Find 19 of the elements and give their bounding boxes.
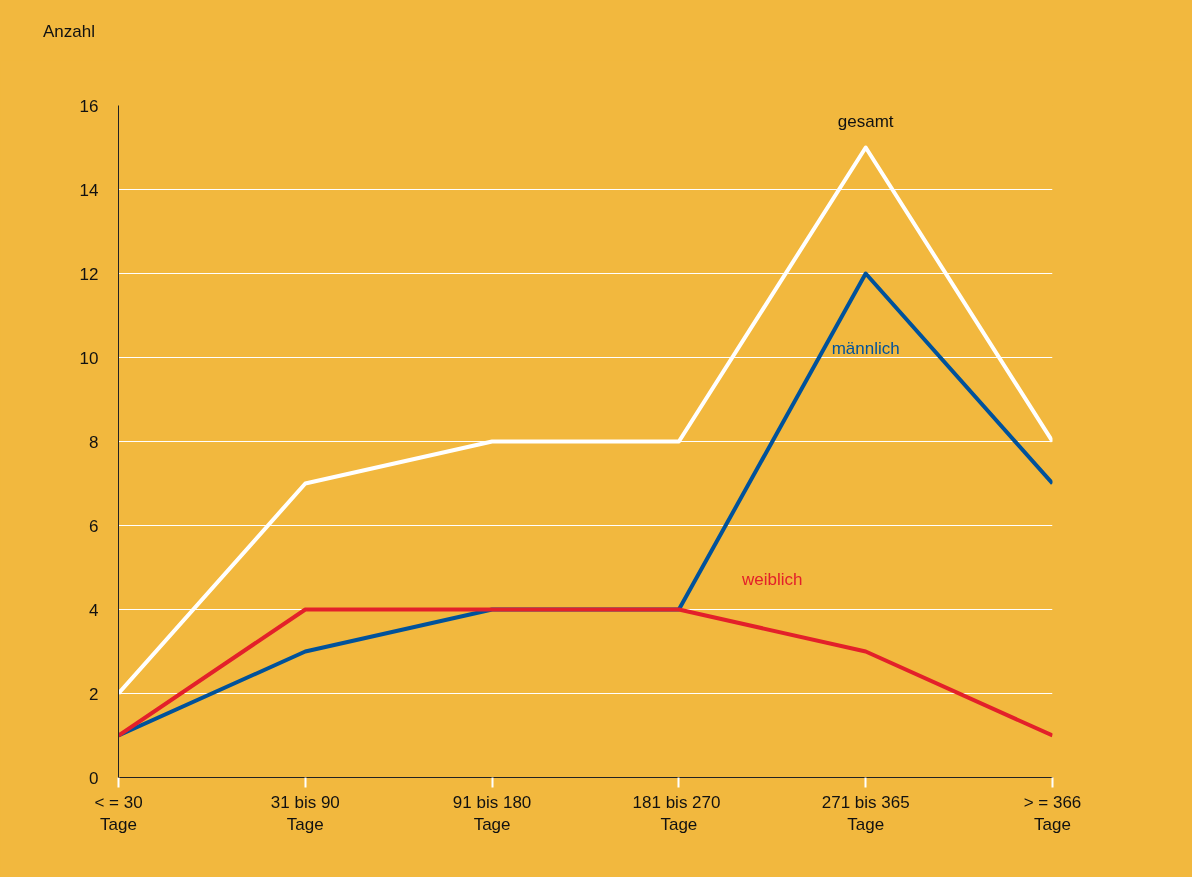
y-tick-label: 16 [79, 96, 99, 116]
text: weiblich [741, 569, 803, 589]
x-tick-label: > = 366 Tage [1023, 792, 1082, 835]
x-tick-label: < = 30 Tage [94, 792, 143, 835]
y-tick-label: 4 [89, 600, 99, 620]
y-tick-label: 8 [89, 432, 99, 452]
series-label: männlich [831, 338, 900, 358]
x-tick-label: 31 bis 90 Tage [270, 792, 340, 835]
y-tick-label: 0 [89, 768, 99, 788]
y-tick-label: 6 [89, 516, 99, 536]
x-tick-label: 91 bis 180 Tage [452, 792, 532, 835]
y-tick-label: 10 [79, 348, 99, 368]
y-axis-title: Anzahl [43, 21, 95, 43]
x-tick-label: 181 bis 270 Tage [632, 792, 721, 835]
y-tick-label: 14 [79, 180, 99, 200]
y-tick-label: 12 [79, 264, 99, 284]
series-label: gesamt [837, 111, 894, 131]
y-tick-label: 2 [89, 684, 99, 704]
x-tick-label: 271 bis 365 Tage [821, 792, 910, 835]
